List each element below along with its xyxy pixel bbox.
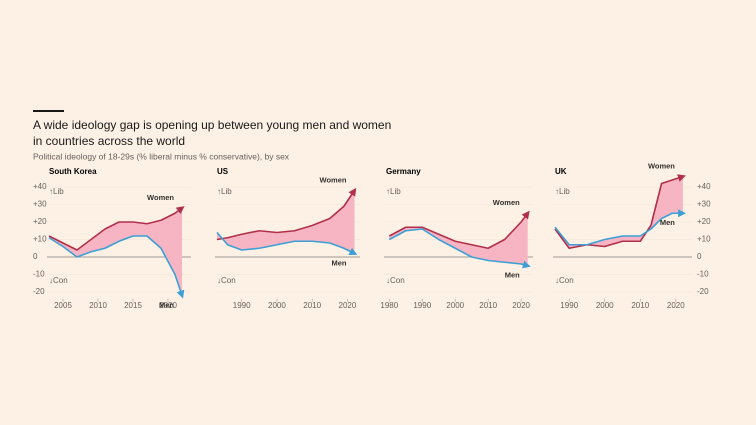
gap-area bbox=[49, 208, 182, 296]
axis-label: ↓Con bbox=[555, 276, 574, 285]
y-tick-label: +30 bbox=[33, 200, 47, 209]
x-tick-label: 2010 bbox=[631, 301, 649, 310]
series-line bbox=[388, 228, 531, 269]
series-label: Women bbox=[147, 193, 174, 202]
series-label: Men bbox=[331, 258, 346, 267]
panel-title: Germany bbox=[386, 167, 421, 176]
axis-label: ↓Con bbox=[386, 276, 405, 285]
x-tick-label: 2020 bbox=[512, 301, 530, 310]
x-tick-label: 2015 bbox=[124, 301, 142, 310]
y-tick-label: +30 bbox=[697, 200, 711, 209]
x-tick-label: 2020 bbox=[667, 301, 685, 310]
axis-label: ↑Lib bbox=[386, 187, 401, 196]
axis-label: ↑Lib bbox=[49, 187, 64, 196]
panel-title: UK bbox=[555, 167, 567, 176]
gap-area bbox=[217, 190, 355, 254]
panel-title: South Korea bbox=[49, 167, 97, 176]
y-tick-label: +20 bbox=[697, 217, 711, 226]
panel-title: US bbox=[217, 167, 229, 176]
series-label: Women bbox=[320, 175, 347, 184]
x-tick-label: 2005 bbox=[54, 301, 72, 310]
y-tick-label: 0 bbox=[697, 252, 702, 261]
y-tick-label: +10 bbox=[33, 235, 47, 244]
axis-label: ↓Con bbox=[49, 276, 68, 285]
y-tick-label: -10 bbox=[697, 270, 709, 279]
x-tick-label: 1980 bbox=[380, 301, 398, 310]
y-tick-label: 0 bbox=[33, 252, 38, 261]
x-tick-label: 2010 bbox=[89, 301, 107, 310]
y-tick-label: -20 bbox=[33, 287, 45, 296]
series-line bbox=[554, 174, 686, 250]
x-tick-label: 1990 bbox=[413, 301, 431, 310]
series-line bbox=[216, 187, 357, 241]
x-tick-label: 1990 bbox=[233, 301, 251, 310]
series-label: Men bbox=[505, 271, 520, 280]
title-line: A wide ideology gap is opening up betwee… bbox=[33, 118, 391, 132]
y-tick-label: +10 bbox=[697, 235, 711, 244]
y-tick-label: -10 bbox=[33, 270, 45, 279]
axis-label: ↑Lib bbox=[217, 187, 232, 196]
series-label: Men bbox=[660, 218, 675, 227]
series-line bbox=[554, 209, 687, 246]
title-line: in countries across the world bbox=[33, 134, 185, 148]
series-line bbox=[216, 231, 358, 255]
x-tick-label: 2010 bbox=[479, 301, 497, 310]
axis-label: ↓Con bbox=[217, 276, 236, 285]
y-tick-label: +40 bbox=[33, 182, 47, 191]
x-tick-label: 2020 bbox=[159, 301, 177, 310]
x-tick-label: 2010 bbox=[303, 301, 321, 310]
series-label: Women bbox=[648, 161, 675, 170]
subtitle: Political ideology of 18-29s (% liberal … bbox=[33, 151, 290, 161]
y-tick-label: +20 bbox=[33, 217, 47, 226]
series-label: Men bbox=[159, 300, 174, 309]
x-tick-label: 2000 bbox=[596, 301, 614, 310]
series-line bbox=[48, 206, 185, 251]
x-tick-label: 2020 bbox=[339, 301, 357, 310]
axis-label: ↑Lib bbox=[555, 187, 570, 196]
y-tick-label: +40 bbox=[697, 182, 711, 191]
y-tick-label: -20 bbox=[697, 287, 709, 296]
title-bar bbox=[33, 110, 64, 112]
gap-area bbox=[555, 176, 683, 249]
series-label: Women bbox=[493, 198, 520, 207]
x-tick-label: 2000 bbox=[268, 301, 286, 310]
gap-area bbox=[389, 213, 528, 266]
series-line bbox=[388, 210, 530, 250]
x-tick-label: 2000 bbox=[446, 301, 464, 310]
x-tick-label: 1990 bbox=[560, 301, 578, 310]
series-line bbox=[48, 235, 185, 299]
